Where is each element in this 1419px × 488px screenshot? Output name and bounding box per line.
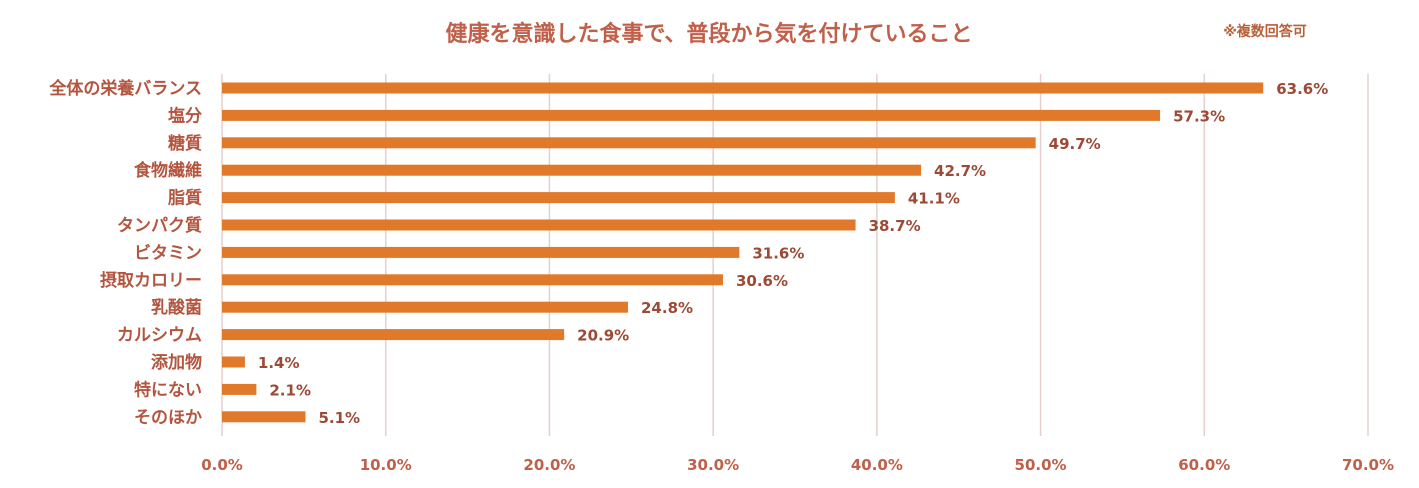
category-label: 添加物 xyxy=(151,352,202,373)
bar xyxy=(222,109,1161,121)
value-label: 20.9% xyxy=(577,327,629,345)
bar xyxy=(222,137,1036,149)
category-label: ビタミン xyxy=(134,243,202,263)
category-label: 糖質 xyxy=(168,133,202,154)
category-label: 食物繊維 xyxy=(134,160,202,181)
category-label: そのほか xyxy=(134,408,202,428)
x-tick-label: 50.0% xyxy=(1015,456,1067,474)
bar xyxy=(222,301,629,313)
category-label: 乳酸菌 xyxy=(151,297,202,318)
value-label: 5.1% xyxy=(318,409,360,427)
x-tick-label: 70.0% xyxy=(1342,456,1394,474)
category-label: 全体の栄養バランス xyxy=(48,78,202,99)
category-label: 特にない xyxy=(134,379,202,400)
value-label: 63.6% xyxy=(1276,80,1328,98)
bar xyxy=(222,383,257,395)
value-label: 2.1% xyxy=(269,381,311,399)
bar xyxy=(222,192,895,204)
value-label: 1.4% xyxy=(258,354,300,372)
x-tick-label: 0.0% xyxy=(201,456,243,474)
value-label: 24.8% xyxy=(641,299,693,317)
bar xyxy=(222,164,922,176)
bar xyxy=(222,82,1264,94)
value-label: 57.3% xyxy=(1173,107,1225,125)
value-label: 41.1% xyxy=(908,190,960,208)
bar xyxy=(222,329,565,341)
chart-title: 健康を意識した食事で、普段から気を付けていること xyxy=(445,21,972,47)
bar xyxy=(222,356,245,368)
category-label: 塩分 xyxy=(168,105,202,126)
category-label: カルシウム xyxy=(117,326,202,346)
bar xyxy=(222,246,740,258)
category-label: 脂質 xyxy=(168,188,202,209)
bars xyxy=(222,82,1264,423)
value-label: 30.6% xyxy=(736,272,788,290)
x-tick-label: 10.0% xyxy=(360,456,412,474)
x-tick-label: 20.0% xyxy=(523,456,575,474)
value-label: 38.7% xyxy=(869,217,921,235)
bar xyxy=(222,274,723,286)
bar xyxy=(222,411,306,423)
category-label: 摂取カロリー xyxy=(100,270,202,291)
value-label: 31.6% xyxy=(752,244,804,262)
labels: 0.0% 10.0% 20.0% 30.0% 40.0% 50.0% 60.0% 70.0% 全… xyxy=(48,78,1394,474)
x-tick-label: 40.0% xyxy=(851,456,903,474)
category-label: タンパク質 xyxy=(117,215,202,236)
chart-note: ※複数回答可 xyxy=(1223,23,1307,40)
bar xyxy=(222,219,856,231)
value-label: 42.7% xyxy=(934,162,986,180)
value-label: 49.7% xyxy=(1049,135,1101,153)
x-tick-label: 30.0% xyxy=(687,456,739,474)
x-tick-label: 60.0% xyxy=(1178,456,1230,474)
